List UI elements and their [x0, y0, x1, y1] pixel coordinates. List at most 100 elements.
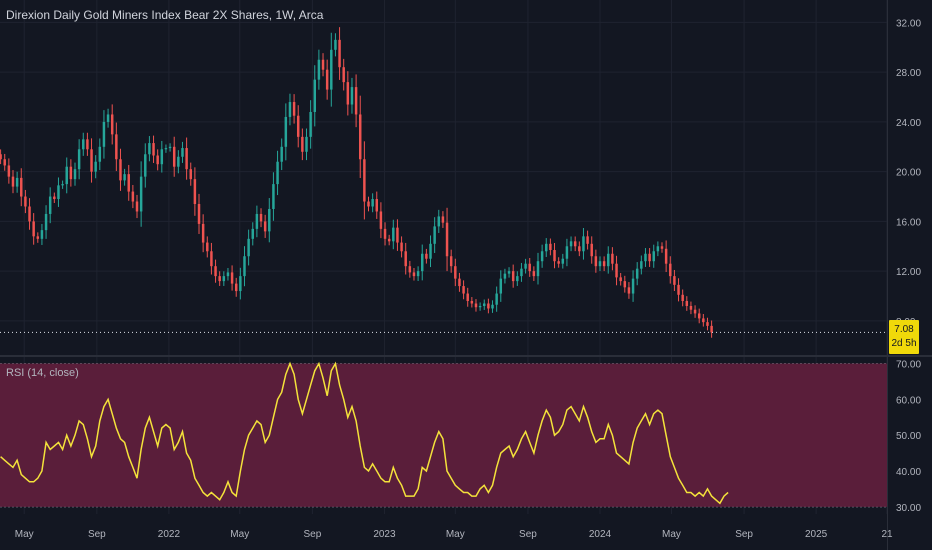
candle-body [292, 102, 296, 116]
candle-body [590, 243, 593, 257]
price-tick-label: 24.00 [896, 118, 921, 129]
candle-body [325, 69, 329, 90]
candle-body [7, 165, 11, 177]
candle [474, 299, 478, 312]
time-tick-label: 2022 [158, 529, 181, 540]
candle-body [234, 283, 238, 292]
time-tick-label: May [446, 529, 465, 540]
candle [511, 264, 515, 288]
candle-body [354, 87, 358, 115]
candle [189, 162, 192, 186]
candle-body [350, 87, 354, 105]
candle [507, 267, 511, 278]
candle-body [387, 238, 391, 242]
candle-body [396, 227, 399, 243]
candle [697, 308, 701, 324]
candle [553, 242, 556, 269]
candle-body [677, 284, 680, 295]
candle-body [561, 258, 565, 264]
candle-body [321, 59, 325, 70]
candle-body [511, 271, 515, 282]
candle [549, 238, 552, 256]
candle [532, 266, 536, 281]
rsi-line[interactable] [0, 361, 729, 505]
time-axis[interactable]: May Sep 2022 May Sep 2023 May Sep 2024 May Sep 2025… [15, 529, 893, 540]
time-tick-label: Sep [304, 529, 322, 540]
price-candles[interactable] [0, 27, 713, 338]
rsi-axis[interactable]: 30.00 40.00 50.00 60.00 70.00 [896, 360, 921, 514]
candle-body [3, 159, 6, 166]
candle [379, 202, 383, 239]
candle [309, 100, 312, 149]
candle [449, 249, 453, 273]
candle-body [214, 266, 217, 277]
candle [276, 150, 279, 196]
candle [148, 136, 151, 162]
candle-body [296, 115, 300, 137]
candle [144, 143, 147, 188]
last-price-badge: 7.08 2d 5h [889, 320, 919, 354]
candle [677, 278, 680, 302]
candle [201, 214, 205, 253]
candle [627, 282, 631, 299]
candle-body [619, 277, 622, 282]
candle [156, 149, 159, 171]
candle-body [57, 185, 60, 200]
candle-body [652, 251, 655, 262]
candle [660, 242, 664, 253]
candle [487, 298, 490, 314]
candle-body [61, 184, 64, 186]
rsi-tick-label: 40.00 [896, 467, 921, 478]
candle [24, 189, 27, 214]
candle [32, 213, 35, 245]
candle-body [363, 159, 366, 202]
candle [350, 77, 354, 114]
candle [7, 158, 11, 184]
candle-body [429, 243, 432, 259]
candle [164, 144, 168, 153]
candle [181, 141, 184, 163]
candle-body [487, 303, 490, 309]
rsi-tick-label: 60.00 [896, 395, 921, 406]
candle-body [189, 169, 192, 180]
candle [375, 191, 379, 219]
candle-body [317, 59, 321, 80]
candle [462, 280, 465, 300]
price-tick-label: 28.00 [896, 68, 921, 79]
candle-body [276, 161, 279, 185]
candle-body [65, 166, 68, 185]
candle [693, 305, 697, 318]
candle-body [313, 79, 317, 112]
candle-body [11, 176, 15, 187]
candle-body [408, 266, 412, 273]
candle-body [251, 228, 254, 239]
bar-countdown: 2d 5h [891, 338, 917, 349]
rsi-indicator-label[interactable]: RSI (14, close) [6, 367, 79, 379]
candle-body [48, 196, 52, 214]
candle [40, 223, 44, 245]
candle [387, 234, 391, 246]
candle [313, 65, 317, 127]
time-tick-label: Sep [735, 529, 753, 540]
candle [681, 289, 684, 307]
candle [168, 143, 172, 152]
candle-body [433, 226, 436, 244]
candle-body [259, 213, 263, 222]
candle [437, 209, 441, 233]
candle-body [77, 149, 81, 170]
candle-body [139, 176, 143, 212]
candle [478, 302, 482, 311]
candle-body [573, 241, 577, 247]
candle-body [627, 287, 631, 294]
candle-body [483, 303, 486, 306]
candle-body [218, 276, 221, 282]
candle [185, 137, 188, 180]
candle-body [193, 179, 197, 205]
candle [115, 122, 118, 172]
candle-body [0, 154, 2, 160]
candle-body [177, 156, 180, 167]
candle-body [635, 268, 639, 279]
candle [0, 149, 2, 165]
candle-body [706, 322, 709, 326]
